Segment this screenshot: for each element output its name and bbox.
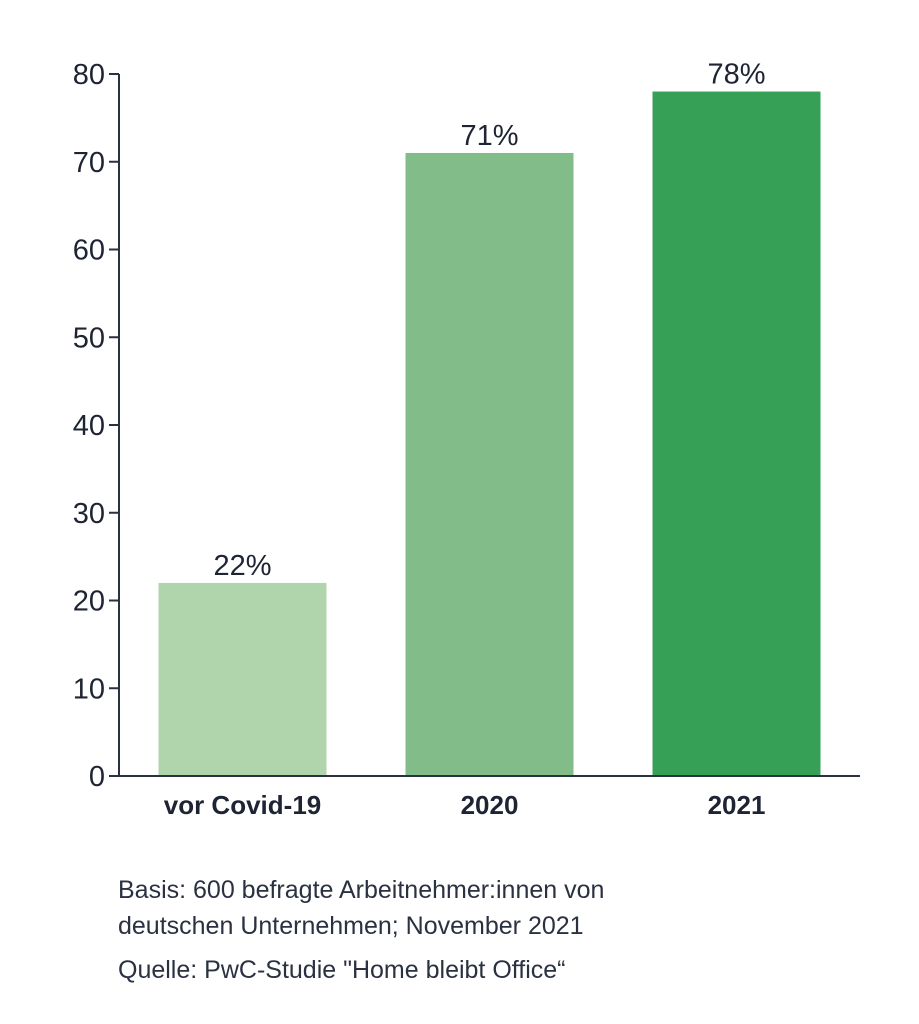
x-category-label: vor Covid-19 [164, 790, 322, 820]
bar [405, 152, 574, 777]
bar-value-label: 22% [213, 550, 271, 582]
bars: 22% 71% 78% [158, 59, 821, 777]
y-tick-label: 60 [73, 235, 105, 267]
x-category-label: 2020 [461, 790, 519, 820]
bar-chart: 0 10 20 30 40 50 60 70 80 22% 71% 78% vor Covid-19… [73, 59, 860, 820]
basis-note-line-2: deutschen Unternehmen; November 2021 [118, 912, 584, 940]
basis-note-line-1: Basis: 600 befragte Arbeitnehmer:innen v… [118, 876, 605, 904]
x-category-label: 2021 [708, 790, 766, 820]
y-tick-label: 40 [73, 410, 105, 442]
bar [652, 91, 821, 777]
y-tick-label: 20 [73, 586, 105, 618]
y-tick-label: 50 [73, 322, 105, 354]
y-tick-label: 80 [73, 59, 105, 91]
y-axis: 0 10 20 30 40 50 60 70 80 [73, 59, 120, 793]
bar-value-label: 71% [460, 120, 518, 152]
y-tick-label: 0 [89, 761, 105, 793]
source-note: Quelle: PwC-Studie "Home bleibt Office“ [118, 956, 566, 984]
x-axis: vor Covid-19 2020 2021 [118, 775, 860, 820]
y-tick-label: 10 [73, 673, 105, 705]
y-tick-label: 30 [73, 498, 105, 530]
bar-value-label: 78% [707, 59, 765, 91]
y-tick-label: 70 [73, 147, 105, 179]
bar [158, 582, 327, 776]
